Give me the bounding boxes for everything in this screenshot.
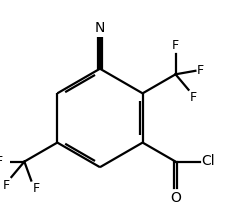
- Text: F: F: [32, 182, 39, 195]
- Text: O: O: [169, 191, 180, 205]
- Text: Cl: Cl: [201, 154, 214, 168]
- Text: F: F: [0, 155, 2, 168]
- Text: F: F: [196, 64, 203, 77]
- Text: F: F: [3, 179, 10, 192]
- Text: F: F: [189, 91, 196, 104]
- Text: N: N: [94, 21, 105, 35]
- Text: F: F: [171, 39, 178, 52]
